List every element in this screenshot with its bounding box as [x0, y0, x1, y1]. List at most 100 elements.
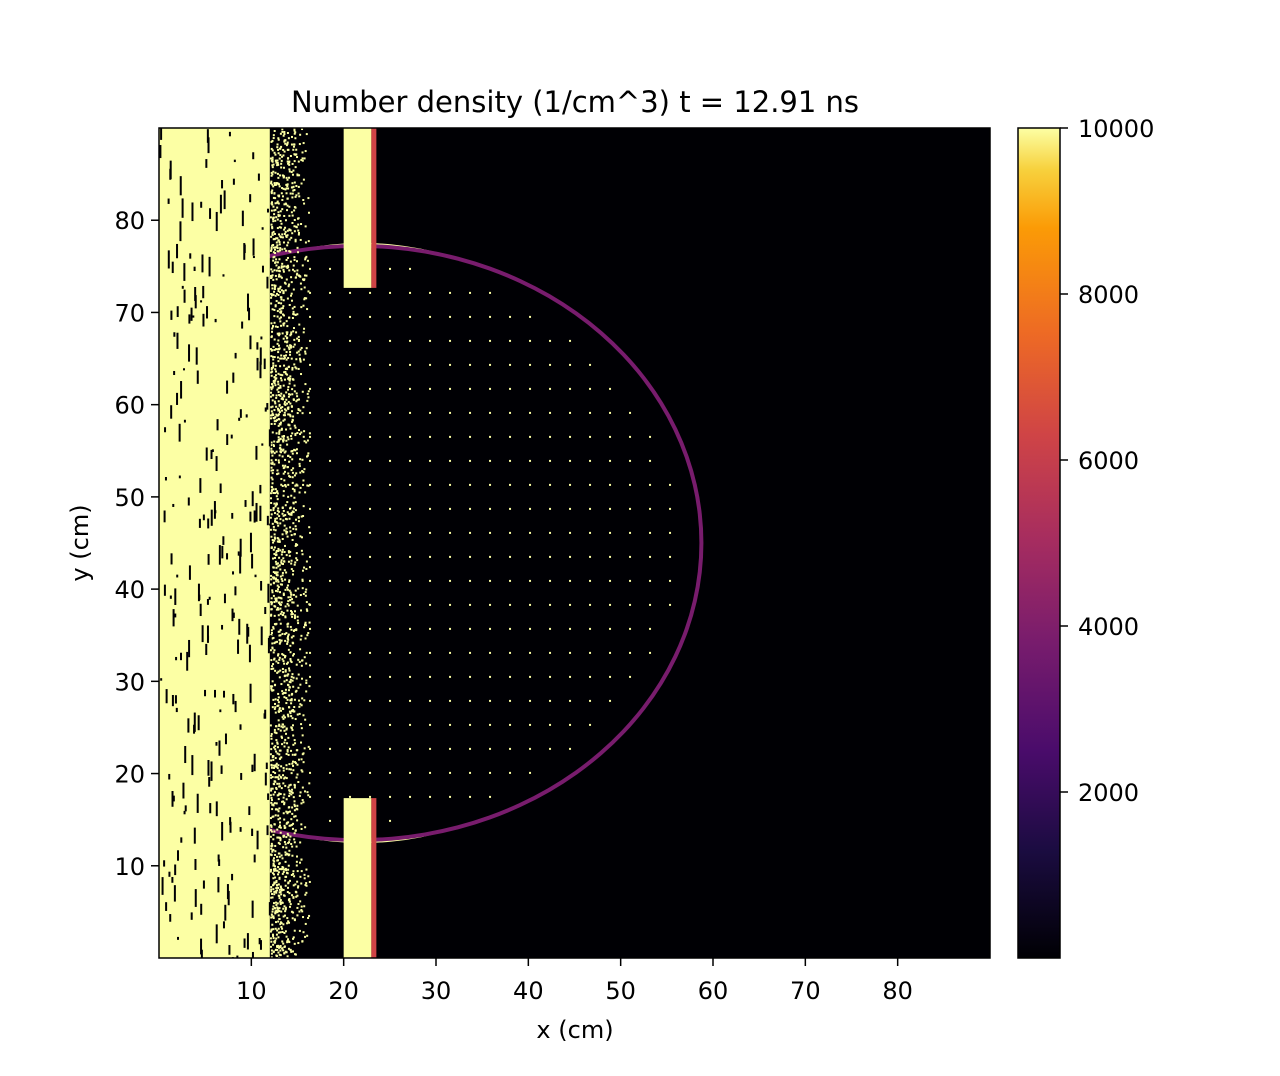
cavity-dot	[369, 315, 372, 318]
transition-speckle	[294, 166, 297, 169]
transition-speckle	[271, 923, 274, 926]
transition-speckle	[278, 782, 281, 785]
transition-speckle	[297, 223, 300, 226]
dense-streak	[211, 449, 214, 453]
cavity-dot	[329, 771, 332, 774]
transition-speckle	[282, 871, 285, 874]
transition-speckle	[286, 940, 289, 943]
transition-speckle	[272, 888, 275, 891]
transition-speckle	[282, 322, 285, 325]
transition-speckle	[285, 836, 288, 839]
transition-speckle	[278, 287, 281, 290]
transition-speckle	[272, 137, 275, 140]
transition-speckle	[296, 604, 299, 607]
transition-speckle	[287, 454, 290, 457]
transition-speckle	[269, 157, 272, 160]
transition-speckle	[277, 944, 280, 947]
transition-speckle	[283, 729, 286, 732]
transition-speckle	[290, 494, 293, 497]
transition-speckle	[273, 601, 276, 604]
cavity-dot	[569, 723, 572, 726]
transition-speckle	[292, 710, 295, 713]
transition-speckle	[275, 396, 278, 399]
transition-speckle	[270, 574, 273, 577]
transition-speckle	[287, 854, 290, 857]
transition-speckle	[277, 614, 280, 617]
cavity-dot	[309, 771, 312, 774]
transition-speckle	[308, 603, 311, 606]
cavity-dot	[449, 483, 452, 486]
transition-speckle	[276, 929, 279, 932]
transition-speckle	[294, 366, 297, 369]
transition-speckle	[272, 259, 275, 262]
transition-speckle	[276, 654, 279, 657]
transition-speckle	[294, 449, 297, 452]
transition-speckle	[272, 862, 275, 865]
dense-streak	[231, 512, 234, 519]
transition-speckle	[271, 454, 274, 457]
dense-streak	[252, 238, 255, 256]
transition-speckle	[270, 737, 273, 740]
transition-speckle	[284, 458, 287, 461]
transition-speckle	[293, 256, 296, 259]
transition-speckle	[304, 225, 307, 228]
transition-speckle	[272, 170, 275, 173]
cavity-dot	[649, 531, 652, 534]
dense-streak	[232, 372, 235, 383]
transition-speckle	[282, 314, 285, 317]
transition-speckle	[286, 209, 289, 212]
transition-speckle	[277, 701, 280, 704]
cavity-dot	[409, 411, 412, 414]
cavity-dot	[409, 651, 412, 654]
transition-speckle	[297, 274, 300, 277]
transition-speckle	[282, 593, 285, 596]
transition-speckle	[271, 431, 274, 434]
transition-speckle	[270, 613, 273, 616]
cavity-dot	[509, 363, 512, 366]
transition-speckle	[292, 398, 295, 401]
transition-speckle	[275, 370, 278, 373]
transition-speckle	[280, 145, 283, 148]
transition-speckle	[283, 803, 286, 806]
cavity-dot	[509, 483, 512, 486]
transition-speckle	[301, 412, 304, 415]
dense-streak	[181, 198, 184, 218]
transition-speckle	[273, 552, 276, 555]
transition-speckle	[300, 823, 303, 826]
transition-speckle	[283, 265, 286, 268]
transition-speckle	[277, 333, 280, 336]
transition-speckle	[275, 787, 278, 790]
transition-speckle	[273, 129, 276, 132]
transition-speckle	[279, 826, 282, 829]
transition-speckle	[275, 765, 278, 768]
transition-speckle	[270, 890, 273, 893]
transition-speckle	[273, 556, 276, 559]
transition-speckle	[286, 832, 289, 835]
cavity-dot	[589, 435, 592, 438]
transition-speckle	[295, 557, 298, 560]
transition-speckle	[277, 719, 280, 722]
transition-speckle	[271, 233, 274, 236]
y-tick-label: 70	[114, 299, 145, 327]
transition-speckle	[282, 467, 285, 470]
cavity-dot	[389, 795, 392, 798]
transition-speckle	[299, 433, 302, 436]
transition-speckle	[288, 580, 291, 583]
transition-speckle	[272, 571, 275, 574]
transition-speckle	[276, 407, 279, 410]
transition-speckle	[271, 412, 274, 415]
transition-speckle	[291, 214, 294, 217]
transition-speckle	[298, 323, 301, 326]
transition-speckle	[272, 557, 275, 560]
transition-speckle	[291, 679, 294, 682]
transition-speckle	[306, 609, 309, 612]
transition-speckle	[292, 415, 295, 418]
cavity-dot	[449, 291, 452, 294]
transition-speckle	[287, 285, 290, 288]
cavity-dot	[329, 795, 332, 798]
transition-speckle	[290, 613, 293, 616]
dense-streak	[232, 693, 235, 705]
transition-speckle	[293, 786, 296, 789]
dense-streak	[241, 321, 244, 329]
transition-speckle	[273, 642, 276, 645]
